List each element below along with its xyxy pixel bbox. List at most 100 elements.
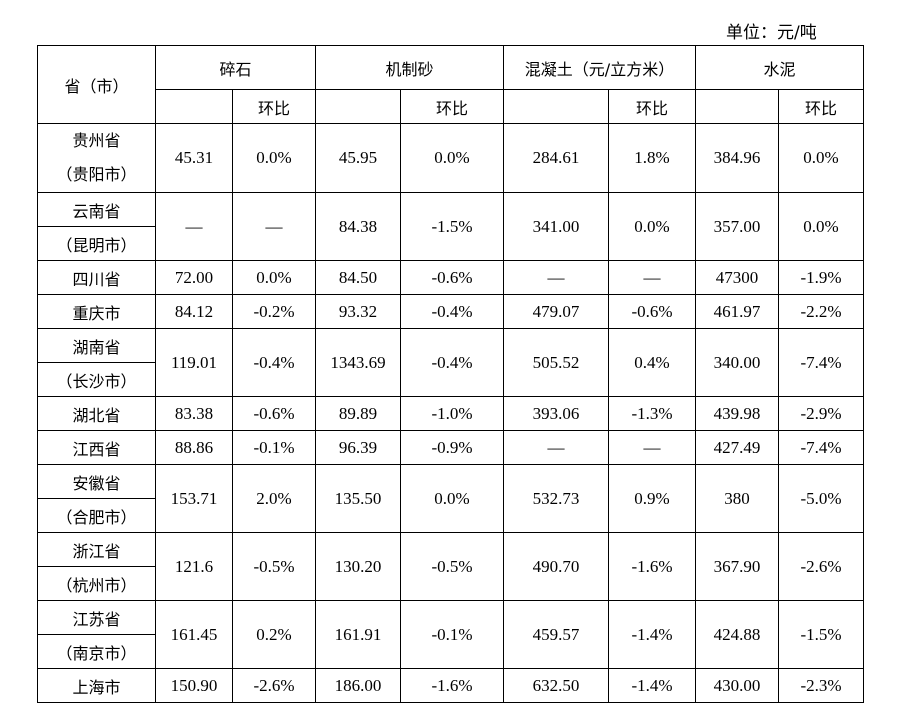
price-cell: 459.57 [503, 600, 609, 669]
mom-change-cell: -0.5% [232, 532, 316, 601]
table-row-continued: （杭州市） [37, 566, 864, 601]
price-cell: 632.50 [503, 668, 609, 703]
mom-change-cell: — [608, 430, 696, 465]
mom-change-cell: 1.8% [608, 123, 696, 193]
mom-change-cell: 0.0% [400, 123, 504, 193]
mom-change-cell: -0.4% [232, 328, 316, 397]
price-cell: 161.45 [155, 600, 233, 669]
price-cell: 384.96 [695, 123, 779, 193]
region-city-cell: （长沙市） [37, 362, 156, 397]
price-cell: 430.00 [695, 668, 779, 703]
header-machine-sand: 机制砂 [315, 45, 504, 90]
table-row-continued: （长沙市） [37, 362, 864, 397]
price-cell: 393.06 [503, 396, 609, 431]
price-cell: 439.98 [695, 396, 779, 431]
region-name: （贵阳市） [56, 165, 137, 184]
price-cell: — [503, 260, 609, 295]
price-cell: 479.07 [503, 294, 609, 329]
header-crushed-stone: 碎石 [155, 45, 316, 90]
mom-change-cell: -1.3% [608, 396, 696, 431]
price-cell: — [503, 430, 609, 465]
region-cell: 江苏省 [37, 600, 156, 635]
mom-change-cell: — [232, 192, 316, 261]
mom-change-cell: -0.1% [232, 430, 316, 465]
subheader-mom: 环比 [608, 89, 696, 124]
region-cell: 四川省 [37, 260, 156, 295]
region-cell: 浙江省 [37, 532, 156, 567]
price-cell: 84.12 [155, 294, 233, 329]
region-cell: 重庆市 [37, 294, 156, 329]
mom-change-cell: 0.0% [400, 464, 504, 533]
price-cell: 153.71 [155, 464, 233, 533]
price-cell: 367.90 [695, 532, 779, 601]
table-row: 云南省 — —84.38 -1.5% 341.00 0.0% 357.00 0.0% [37, 192, 864, 261]
subheader-mom: 环比 [232, 89, 316, 124]
mom-change-cell: -0.6% [400, 260, 504, 295]
mom-change-cell: -1.4% [608, 600, 696, 669]
table-row: 江西省 88.86 -0.1% 96.39 -0.9% — —427.49 -7.4% [37, 430, 864, 465]
region-name: 贵州省 [72, 131, 121, 150]
price-cell: 340.00 [695, 328, 779, 397]
price-cell: 424.88 [695, 600, 779, 669]
mom-change-cell: 0.0% [232, 260, 316, 295]
table-row: 浙江省 121.6 -0.5% 130.20 -0.5% 490.70 -1.6% 367.9… [37, 532, 864, 601]
mom-change-cell: -0.4% [400, 294, 504, 329]
subheader-price [155, 89, 233, 124]
mom-change-cell: — [608, 260, 696, 295]
price-cell: 1343.69 [315, 328, 401, 397]
region-cell: 上海市 [37, 668, 156, 703]
price-cell: — [155, 192, 233, 261]
region-cell: 江西省 [37, 430, 156, 465]
region-city-cell: （杭州市） [37, 566, 156, 601]
price-cell: 461.97 [695, 294, 779, 329]
table-row: 江苏省 161.45 0.2% 161.91 -0.1% 459.57 -1.4% 424.8… [37, 600, 864, 669]
mom-change-cell: 0.0% [232, 123, 316, 193]
subheader-row: 环比 环比 环比 环比 [38, 89, 864, 124]
subheader-mom: 环比 [778, 89, 864, 124]
price-cell: 93.32 [315, 294, 401, 329]
mom-change-cell: -0.9% [400, 430, 504, 465]
price-cell: 380 [695, 464, 779, 533]
mom-change-cell: -1.6% [608, 532, 696, 601]
mom-change-cell: 0.0% [778, 192, 864, 261]
region-cell: 安徽省 [37, 464, 156, 499]
mom-change-cell: -1.5% [778, 600, 864, 669]
price-cell: 427.49 [695, 430, 779, 465]
price-cell: 72.00 [155, 260, 233, 295]
price-cell: 490.70 [503, 532, 609, 601]
region-city-cell: （南京市） [37, 634, 156, 669]
mom-change-cell: 0.2% [232, 600, 316, 669]
price-cell: 505.52 [503, 328, 609, 397]
mom-change-cell: -5.0% [778, 464, 864, 533]
price-cell: 45.95 [315, 123, 401, 193]
price-cell: 150.90 [155, 668, 233, 703]
price-cell: 119.01 [155, 328, 233, 397]
mom-change-cell: -0.1% [400, 600, 504, 669]
subheader-price [695, 89, 779, 124]
mom-change-cell: -7.4% [778, 430, 864, 465]
header-cement: 水泥 [695, 45, 864, 90]
price-cell: 186.00 [315, 668, 401, 703]
table-row: 湖北省 83.38 -0.6% 89.89 -1.0% 393.06 -1.3% 439.98… [37, 396, 864, 431]
price-cell: 357.00 [695, 192, 779, 261]
mom-change-cell: -2.3% [778, 668, 864, 703]
table-row: 安徽省 153.71 2.0% 135.50 0.0% 532.73 0.9% 380 -5.0… [37, 464, 864, 533]
table-row: 重庆市 84.12 -0.2% 93.32 -0.4% 479.07 -0.6% 461.97… [37, 294, 864, 329]
price-cell: 284.61 [503, 123, 609, 193]
region-cell: 湖北省 [37, 396, 156, 431]
price-cell: 84.38 [315, 192, 401, 261]
price-cell: 532.73 [503, 464, 609, 533]
region-cell: 贵州省 （贵阳市） [37, 123, 156, 193]
table-row: 湖南省 119.01 -0.4% 1343.69 -0.4% 505.52 0.4% 340.… [37, 328, 864, 397]
mom-change-cell: -1.4% [608, 668, 696, 703]
price-table: 省（市） 碎石 机制砂 混凝土（元/立方米） 水泥 环比 环比 环比 环比 贵州… [37, 45, 864, 703]
subheader-price [503, 89, 609, 124]
unit-label: 单位：元/吨 [726, 23, 817, 43]
price-cell: 130.20 [315, 532, 401, 601]
price-cell: 84.50 [315, 260, 401, 295]
price-cell: 161.91 [315, 600, 401, 669]
mom-change-cell: -7.4% [778, 328, 864, 397]
price-cell: 96.39 [315, 430, 401, 465]
mom-change-cell: -0.5% [400, 532, 504, 601]
price-cell: 135.50 [315, 464, 401, 533]
